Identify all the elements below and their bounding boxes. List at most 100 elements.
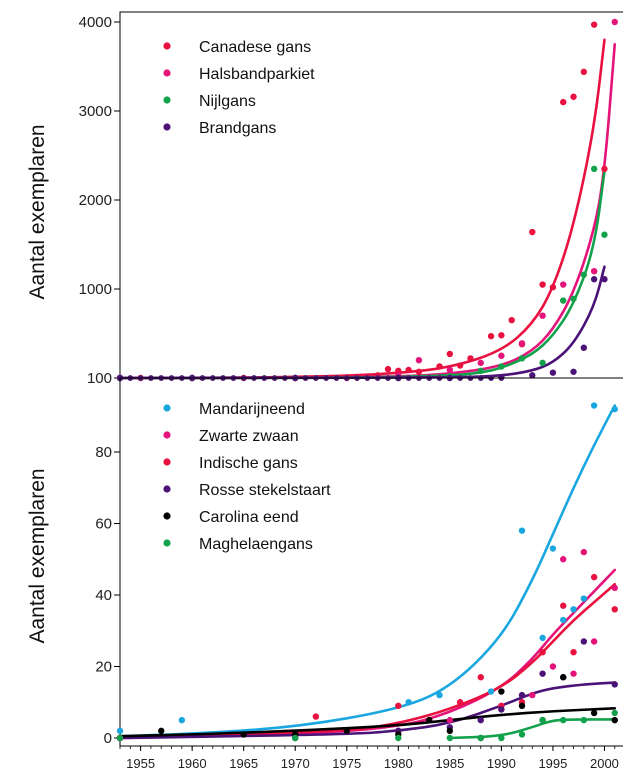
fit-curve-canadese-gans	[118, 38, 606, 380]
top-y-tick-label: 2000	[79, 192, 112, 209]
data-point-mandarijneend	[539, 634, 546, 642]
data-point-halsbandparkiet	[415, 357, 423, 364]
data-point-canadese-gans	[580, 68, 588, 76]
data-point-carolina-eend	[498, 688, 505, 695]
data-point-nijlgans	[539, 359, 546, 367]
data-point-maghelaengans	[560, 716, 567, 724]
legend-label: Carolina eend	[199, 509, 299, 526]
data-point-maghelaengans	[611, 709, 618, 717]
data-point-carolina-eend	[158, 727, 165, 735]
data-point-nijlgans	[580, 271, 588, 278]
legend-marker-zwarte-zwaan	[163, 431, 171, 439]
x-tick-label: 2000	[590, 756, 619, 771]
fit-curve-maghelaengans	[448, 718, 617, 740]
legend-marker-nijlgans	[163, 96, 171, 104]
data-point-canadese-gans	[415, 368, 423, 375]
legend-label: Nijlgans	[199, 93, 256, 110]
data-point-nijlgans	[518, 355, 526, 362]
legend-label: Zwarte zwaan	[199, 428, 299, 445]
data-point-canadese-gans	[498, 332, 505, 339]
data-point-maghelaengans	[116, 734, 124, 742]
data-point-maghelaengans	[498, 734, 505, 742]
bottom-y-tick-label: 0	[104, 730, 112, 747]
fit-curve-halsbandparkiet	[118, 42, 617, 380]
data-point-mandarijneend	[405, 699, 412, 706]
x-tick-label: 1960	[178, 756, 207, 771]
data-point-canadese-gans	[467, 355, 474, 362]
data-point-brandgans	[529, 372, 536, 379]
data-point-nijlgans	[590, 165, 598, 173]
legend-marker-canadese-gans	[163, 42, 171, 50]
data-point-nijlgans	[498, 363, 505, 370]
data-point-indische-gans	[312, 713, 320, 720]
legend-marker-indische-gans	[163, 458, 171, 466]
legend-marker-maghelaengans	[163, 539, 171, 547]
data-point-mandarijneend	[611, 405, 618, 413]
data-point-canadese-gans	[446, 350, 454, 358]
data-point-rosse-stekelstaart	[580, 638, 588, 645]
data-point-halsbandparkiet	[611, 18, 618, 26]
top-plot-frame	[119, 11, 623, 379]
x-tick-label: 1965	[229, 756, 258, 771]
data-point-canadese-gans	[487, 332, 495, 340]
data-point-rosse-stekelstaart	[477, 716, 484, 724]
data-point-mandarijneend	[116, 727, 124, 735]
legend-label: Maghelaengans	[199, 536, 313, 553]
data-point-nijlgans	[570, 295, 577, 302]
data-point-halsbandparkiet	[539, 312, 546, 319]
data-point-mandarijneend	[487, 688, 495, 695]
data-point-mandarijneend	[549, 545, 557, 552]
data-point-indische-gans	[477, 674, 484, 681]
data-point-rosse-stekelstaart	[498, 706, 505, 713]
data-point-halsbandparkiet	[446, 366, 454, 374]
data-point-rosse-stekelstaart	[518, 691, 526, 699]
data-point-canadese-gans	[601, 165, 608, 173]
data-point-maghelaengans	[477, 734, 484, 742]
data-point-canadese-gans	[539, 281, 546, 288]
top-y-tick-label: 1000	[79, 281, 112, 298]
data-point-brandgans	[601, 276, 608, 283]
data-point-carolina-eend	[611, 716, 618, 724]
legend-label: Indische gans	[199, 455, 298, 472]
data-point-zwarte-zwaan	[570, 670, 577, 677]
top-y-tick-label: 3000	[79, 103, 112, 120]
bottom-y-tick-label: 60	[95, 516, 112, 533]
data-point-brandgans	[580, 344, 588, 351]
x-tick-label: 1985	[435, 756, 464, 771]
legend-marker-mandarijneend	[163, 404, 171, 412]
data-point-carolina-eend	[446, 727, 454, 735]
data-point-nijlgans	[477, 367, 484, 375]
data-point-zwarte-zwaan	[580, 548, 588, 556]
data-point-brandgans	[549, 369, 557, 376]
data-point-maghelaengans	[446, 734, 454, 742]
data-point-zwarte-zwaan	[560, 556, 567, 563]
fit-curve-nijlgans	[118, 170, 606, 380]
top-y-tick-label: 4000	[79, 14, 112, 31]
data-point-halsbandparkiet	[518, 340, 526, 347]
data-point-maghelaengans	[580, 716, 588, 724]
x-tick-label: 1995	[538, 756, 567, 771]
data-point-brandgans	[570, 368, 577, 375]
data-point-brandgans	[590, 276, 598, 283]
data-point-carolina-eend	[590, 709, 598, 717]
data-point-mandarijneend	[560, 616, 567, 624]
data-point-zwarte-zwaan	[446, 716, 454, 724]
x-tick-label: 1955	[126, 756, 155, 771]
data-point-mandarijneend	[178, 716, 186, 724]
x-tick-label: 1970	[281, 756, 310, 771]
data-point-maghelaengans	[395, 734, 402, 742]
data-point-maghelaengans	[539, 716, 546, 724]
bottom-y-axis-label: Aantal exemplaren	[26, 468, 49, 643]
legend-label: Rosse stekelstaart	[199, 482, 331, 499]
data-point-canadese-gans	[436, 363, 443, 370]
bottom-y-tick-label: 40	[95, 587, 112, 604]
data-point-mandarijneend	[580, 595, 588, 602]
data-point-indische-gans	[590, 573, 598, 581]
fit-curve-rosse-stekelstaart	[118, 681, 617, 740]
data-point-canadese-gans	[560, 98, 567, 106]
data-point-halsbandparkiet	[477, 359, 484, 367]
data-point-indische-gans	[539, 649, 546, 656]
legend-marker-brandgans	[163, 123, 171, 131]
data-point-mandarijneend	[590, 402, 598, 409]
